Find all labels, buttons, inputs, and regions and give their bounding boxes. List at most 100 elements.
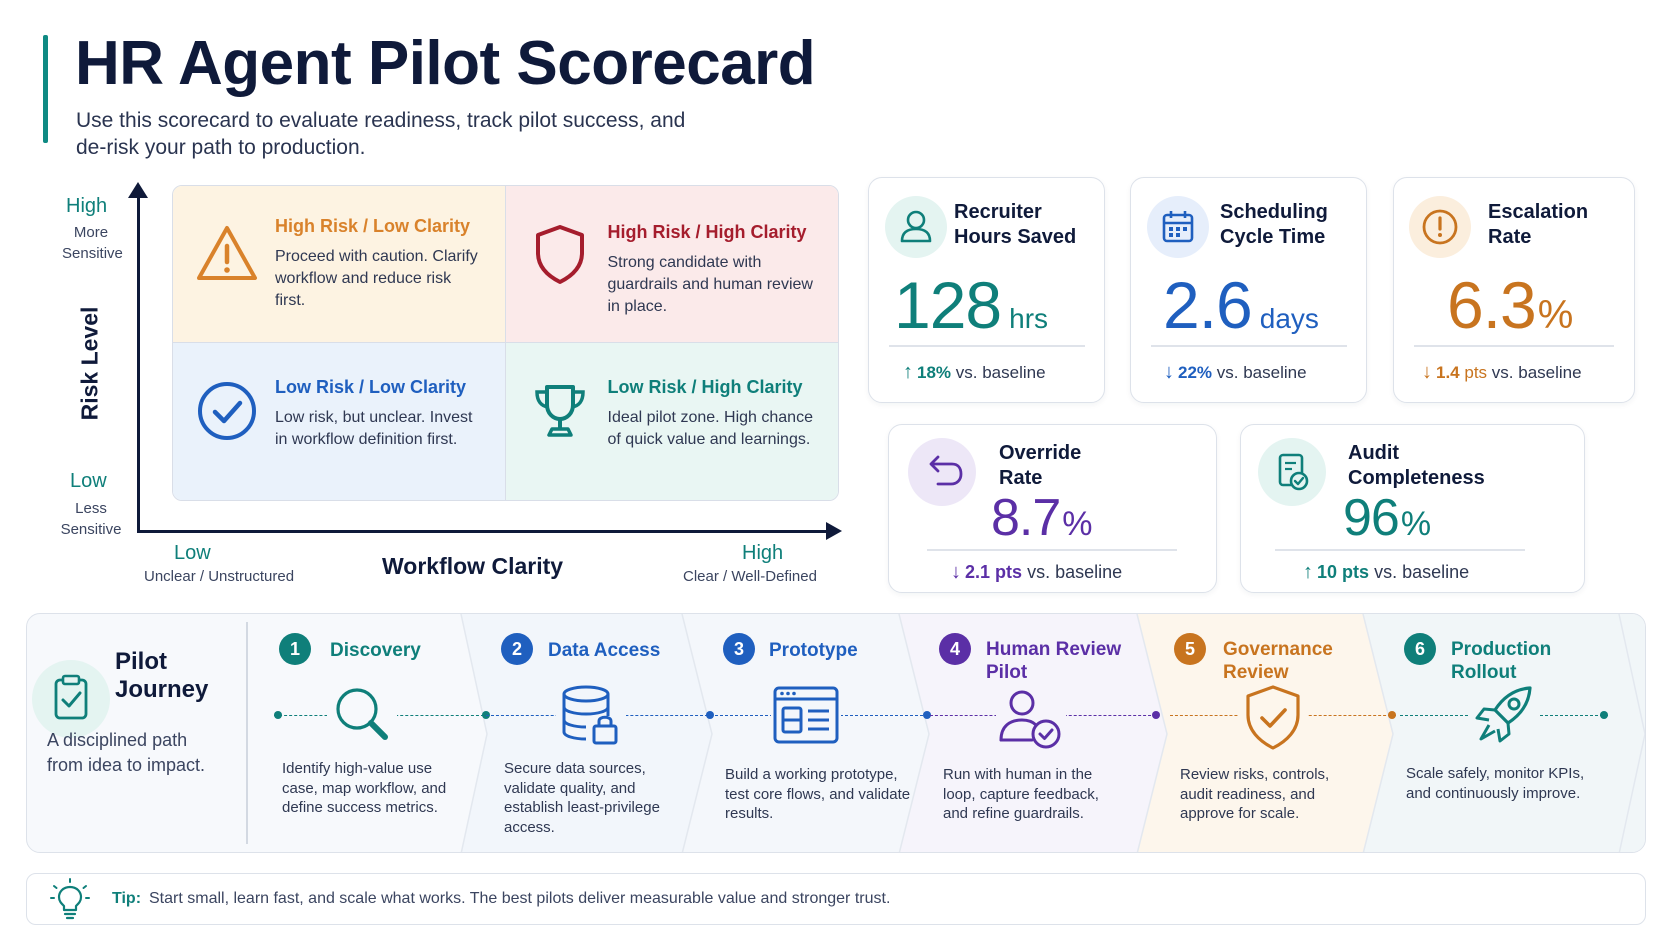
metric-label: Escalation Rate [1488,201,1589,248]
journey-title: Pilot Journey [115,648,209,703]
metric-delta: ↓ 1.4 pts vs. baseline [1422,361,1582,383]
journey-step-production-rollout: 6 Production Rollout Scale safely, monito… [1390,613,1630,853]
shield-icon [535,225,584,284]
metric-divider [1151,345,1347,347]
step-title: Prototype [769,640,858,661]
check-circle-icon [198,382,256,440]
metric-card-scheduling-cycle-time: Scheduling Cycle Time 2.6 days ↓ 22% vs. ba… [1130,177,1367,403]
step-number-badge: 1 [279,633,311,665]
x-axis-high-sublabel: Clear / Well-Defined [683,568,817,585]
quadrant-title: Low Risk / Low Clarity [275,377,467,397]
x-axis-high-label: High [742,542,784,564]
metric-divider [889,345,1085,347]
step-number-badge: 5 [1174,633,1206,665]
quadrant-text: Ideal pilot zone. High chance of quick v… [607,409,813,448]
step-number-badge: 3 [723,633,755,665]
quadrant-title: High Risk / High Clarity [607,222,807,242]
x-axis-line [137,530,827,533]
metric-label: Override Rate [999,442,1082,489]
metric-card-escalation-rate: Escalation Rate 6.3% ↓ 1.4 pts vs. baselin… [1393,177,1635,403]
user-icon [885,196,947,258]
tip-bar [26,873,1646,925]
step-description: Secure data sources, validate quality, a… [504,760,660,836]
page-title: HR Agent Pilot Scorecard [75,29,816,98]
metric-divider [1275,549,1525,551]
step-title: Data Access [548,640,661,661]
trophy-icon [534,385,585,437]
risk-clarity-matrix: High Risk / Low Clarity Proceed with cau… [172,185,839,501]
metric-value: 96% [1343,489,1432,547]
quadrant-title: Low Risk / High Clarity [607,377,803,397]
y-axis-high-label: High [66,195,108,217]
shield-check-icon [1238,683,1308,753]
undo-icon [908,438,976,506]
y-axis-line [137,192,140,532]
step-description: Scale safely, monitor KPIs, and continuo… [1406,765,1585,802]
rocket-icon [1470,680,1540,750]
magnifier-icon [327,680,397,750]
metric-delta: ↑ 18% vs. baseline [903,361,1046,383]
step-title: Human Review Pilot [986,639,1122,683]
step-title: Production Rollout [1451,639,1552,683]
journey-step-governance-review: 5 Governance Review Review risks, control… [1160,613,1396,853]
database-lock-icon [556,680,626,750]
journey-step-data-access: 2 Data Access Secure data sources, valid… [486,613,714,853]
step-connector-dot [1388,711,1396,719]
step-connector-dot [1152,711,1160,719]
step-description: Review risks, controls, audit readiness,… [1180,766,1330,822]
metric-card-recruiter-hours-saved: Recruiter Hours Saved 128 hrs ↑ 18% vs. bas… [868,177,1105,403]
journey-step-human-review-pilot: 4 Human Review Pilot Run with human in th… [926,613,1160,853]
step-description: Run with human in the loop, capture feed… [943,766,1099,822]
prototype-window-icon [771,680,841,750]
step-number-badge: 2 [501,633,533,665]
metric-card-override-rate: Override Rate 8.7% ↓ 2.1 pts vs. baseline [888,424,1217,593]
page-subtitle: Use this scorecard to evaluate readiness… [76,109,686,159]
lightbulb-icon [50,878,90,920]
calendar-icon [1147,196,1209,258]
title-accent-bar [43,35,48,143]
alert-circle-icon [1409,196,1471,258]
step-connector-dot [274,711,282,719]
metric-value: 8.7% [991,489,1093,547]
step-connector-dot [1600,711,1608,719]
x-axis-low-sublabel: Unclear / Unstructured [144,568,295,585]
quadrant-low-risk-low-clarity: Low Risk / Low Clarity Low risk, but unc… [173,343,506,500]
x-axis-arrow [826,522,842,540]
metric-card-audit-completeness: Audit Completeness 96% ↑ 10 pts vs. baseli… [1240,424,1585,593]
y-axis-arrow [128,182,148,198]
step-number-badge: 6 [1404,633,1436,665]
metric-label: Recruiter Hours Saved [954,201,1077,248]
quadrant-text: Strong candidate with guardrails and hum… [607,254,813,315]
metric-label: Scheduling Cycle Time [1220,201,1328,248]
y-axis-low-label: Low [70,470,107,492]
metric-delta: ↑ 10 pts vs. baseline [1303,561,1470,583]
tip-text: Start small, learn fast, and scale what … [149,890,891,907]
journey-step-prototype: 3 Prototype Build a working prototype, t… [706,613,931,853]
x-axis-title: Workflow Clarity [382,553,564,579]
quadrant-high-risk-high-clarity: High Risk / High Clarity Strong candidat… [505,186,838,343]
user-check-icon [996,684,1066,754]
metric-delta: ↓ 22% vs. baseline [1164,361,1307,383]
clipboard-check-icon [32,660,110,738]
metric-value: 128 hrs [894,268,1049,342]
journey-step-discovery: 1 Discovery Identify high-value use case… [262,613,494,853]
quadrant-text: Proceed with caution. Clarify workflow a… [275,248,478,309]
step-title: Discovery [330,640,421,661]
journey-separator [246,622,248,844]
y-axis-high-sublabel: More Sensitive [62,224,123,262]
metric-value: 6.3% [1447,268,1574,342]
metric-delta: ↓ 2.1 pts vs. baseline [951,561,1123,583]
step-connector-dot [923,711,931,719]
tip-label: Tip: [112,890,142,907]
metric-value: 2.6 days [1163,268,1319,342]
step-number-badge: 4 [939,633,971,665]
warning-icon [197,226,257,280]
step-title: Governance Review [1223,639,1333,683]
step-description: Identify high-value use case, map workfl… [282,760,447,816]
quadrant-low-risk-high-clarity: Low Risk / High Clarity Ideal pilot zone… [505,343,838,500]
y-axis-title: Risk Level [76,306,103,421]
journey-subtitle: A disciplined path from idea to impact. [47,730,206,775]
quadrant-high-risk-low-clarity: High Risk / Low Clarity Proceed with cau… [173,186,506,343]
x-axis-low-label: Low [174,542,211,564]
metric-label: Audit Completeness [1348,442,1485,489]
